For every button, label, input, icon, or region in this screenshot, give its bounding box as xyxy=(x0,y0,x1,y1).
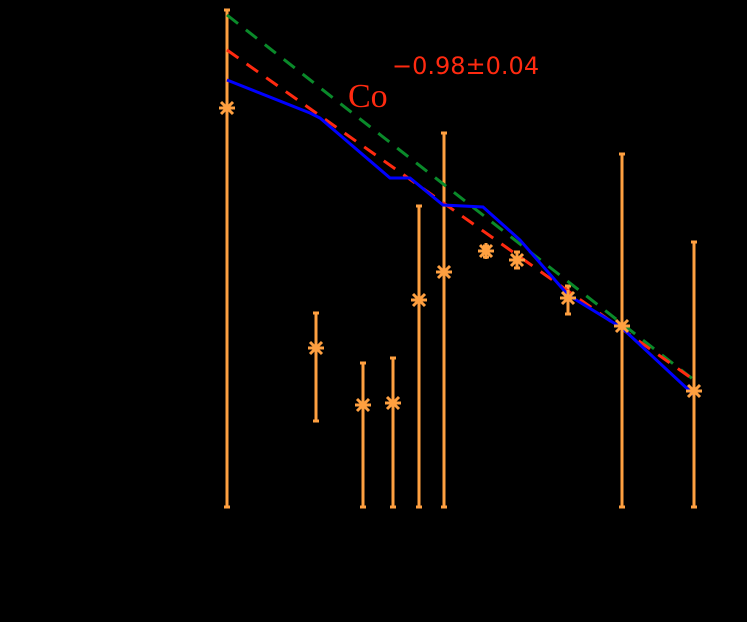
data-point-marker xyxy=(355,397,371,413)
green-fit-line xyxy=(226,13,695,382)
data-markers xyxy=(219,100,702,413)
data-point-marker xyxy=(411,292,427,308)
data-point-marker xyxy=(478,243,494,259)
annotation-base: Co xyxy=(348,78,388,115)
model-line xyxy=(226,78,696,397)
data-point-marker xyxy=(614,318,630,334)
error-bars xyxy=(224,8,697,509)
data-point-marker xyxy=(560,290,576,306)
data-point-marker xyxy=(686,383,702,399)
data-point-marker xyxy=(219,100,235,116)
data-point-marker xyxy=(436,264,452,280)
data-point-marker xyxy=(308,340,324,356)
data-point-marker xyxy=(385,395,401,411)
annotation-exponent: −0.98±0.04 xyxy=(392,52,540,80)
data-point-marker xyxy=(509,252,525,268)
